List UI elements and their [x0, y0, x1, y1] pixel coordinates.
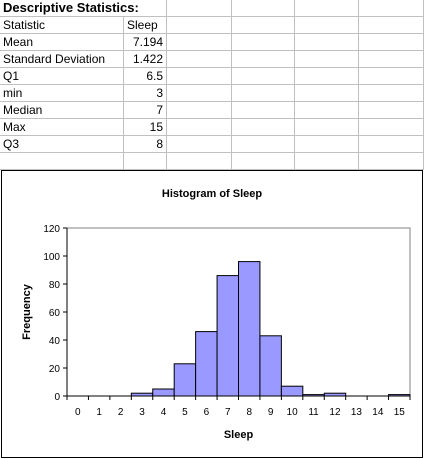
- x-axis-label: Sleep: [224, 429, 254, 441]
- cell-empty[interactable]: [359, 34, 424, 51]
- stat-value[interactable]: 8: [124, 136, 167, 153]
- cell-empty[interactable]: [295, 0, 359, 17]
- cell-empty[interactable]: [295, 119, 359, 136]
- y-tick-label: 100: [43, 252, 60, 263]
- cell-empty[interactable]: [232, 136, 295, 153]
- cell-empty[interactable]: [232, 17, 295, 34]
- stat-label[interactable]: Median: [0, 102, 124, 119]
- y-tick-label: 60: [49, 308, 61, 319]
- stat-value[interactable]: 3: [124, 85, 167, 102]
- cell-empty[interactable]: [167, 85, 232, 102]
- x-tick-label: 7: [225, 407, 231, 418]
- stat-value[interactable]: 7: [124, 102, 167, 119]
- x-tick-label: 14: [372, 407, 384, 418]
- cell-empty[interactable]: [167, 34, 232, 51]
- cell-empty[interactable]: [0, 153, 124, 170]
- cell-empty[interactable]: [295, 34, 359, 51]
- x-tick-label: 2: [118, 407, 124, 418]
- x-tick-label: 15: [394, 407, 406, 418]
- stat-value[interactable]: 15: [124, 119, 167, 136]
- cell-empty[interactable]: [295, 68, 359, 85]
- x-tick-label: 0: [75, 407, 81, 418]
- stat-label[interactable]: min: [0, 85, 124, 102]
- column-header-statistic[interactable]: Statistic: [0, 17, 124, 34]
- y-tick-label: 0: [54, 392, 60, 403]
- x-tick-label: 3: [139, 407, 145, 418]
- x-tick-label: 1: [96, 407, 102, 418]
- histogram-bar: [238, 261, 261, 397]
- cell-empty[interactable]: [295, 51, 359, 68]
- y-tick-label: 20: [49, 364, 61, 375]
- cell-empty[interactable]: [167, 0, 232, 17]
- cell-empty[interactable]: [295, 102, 359, 119]
- cell-empty[interactable]: [232, 102, 295, 119]
- histogram-bar: [259, 335, 282, 397]
- histogram-bar: [216, 275, 239, 397]
- column-header-sleep[interactable]: Sleep: [124, 17, 167, 34]
- stat-label[interactable]: Q3: [0, 136, 124, 153]
- x-tick-label: 6: [204, 407, 210, 418]
- cell-empty[interactable]: [359, 102, 424, 119]
- cell-empty[interactable]: [359, 85, 424, 102]
- y-tick-label: 80: [49, 280, 61, 291]
- x-tick-label: 11: [308, 407, 319, 418]
- x-tick-label: 13: [351, 407, 363, 418]
- x-tick-label: 8: [246, 407, 252, 418]
- cell-empty[interactable]: [295, 85, 359, 102]
- y-axis-label: Frequency: [21, 283, 33, 340]
- stat-label[interactable]: Q1: [0, 68, 124, 85]
- cell-empty[interactable]: [167, 153, 232, 170]
- cell-empty[interactable]: [295, 153, 359, 170]
- cell-empty[interactable]: [232, 85, 295, 102]
- cell-empty[interactable]: [167, 68, 232, 85]
- stat-label[interactable]: Standard Deviation: [0, 51, 124, 68]
- cell-empty[interactable]: [167, 51, 232, 68]
- cell-empty[interactable]: [167, 119, 232, 136]
- stat-value[interactable]: 1.422: [124, 51, 167, 68]
- x-tick-label: 4: [161, 407, 167, 418]
- cell-empty[interactable]: [295, 17, 359, 34]
- sheet-title[interactable]: Descriptive Statistics:: [0, 0, 167, 17]
- cell-empty[interactable]: [359, 153, 424, 170]
- y-tick-label: 120: [43, 224, 60, 235]
- cell-empty[interactable]: [359, 17, 424, 34]
- cell-empty[interactable]: [359, 51, 424, 68]
- cell-empty[interactable]: [232, 68, 295, 85]
- histogram-bar: [195, 331, 218, 397]
- cell-empty[interactable]: [232, 34, 295, 51]
- cell-empty[interactable]: [359, 0, 424, 17]
- cell-empty[interactable]: [167, 102, 232, 119]
- cell-empty[interactable]: [167, 17, 232, 34]
- cell-empty[interactable]: [295, 136, 359, 153]
- cell-empty[interactable]: [232, 0, 295, 17]
- cell-empty[interactable]: [359, 68, 424, 85]
- x-tick-label: 9: [268, 407, 274, 418]
- histogram-chart[interactable]: Histogram of Sleep 0 20 40 60 80 100 120 0 1 2 3 4 5 6…: [1, 170, 423, 458]
- stat-label[interactable]: Max: [0, 119, 124, 136]
- x-tick-label: 10: [287, 407, 299, 418]
- cell-empty[interactable]: [359, 136, 424, 153]
- cell-empty[interactable]: [232, 153, 295, 170]
- histogram-bar: [173, 363, 197, 397]
- chart-title: Histogram of Sleep: [162, 188, 263, 200]
- stat-label[interactable]: Mean: [0, 34, 124, 51]
- histogram-bar: [152, 388, 175, 397]
- y-tick-label: 40: [49, 336, 61, 347]
- cell-empty[interactable]: [232, 119, 295, 136]
- cell-empty[interactable]: [124, 153, 167, 170]
- cell-empty[interactable]: [359, 119, 424, 136]
- histogram-bar: [280, 385, 304, 397]
- cell-empty[interactable]: [167, 136, 232, 153]
- x-tick-label: 12: [329, 407, 341, 418]
- stat-value[interactable]: 7.194: [124, 34, 167, 51]
- cell-empty[interactable]: [232, 51, 295, 68]
- x-tick-label: 5: [182, 407, 188, 418]
- stat-value[interactable]: 6.5: [124, 68, 167, 85]
